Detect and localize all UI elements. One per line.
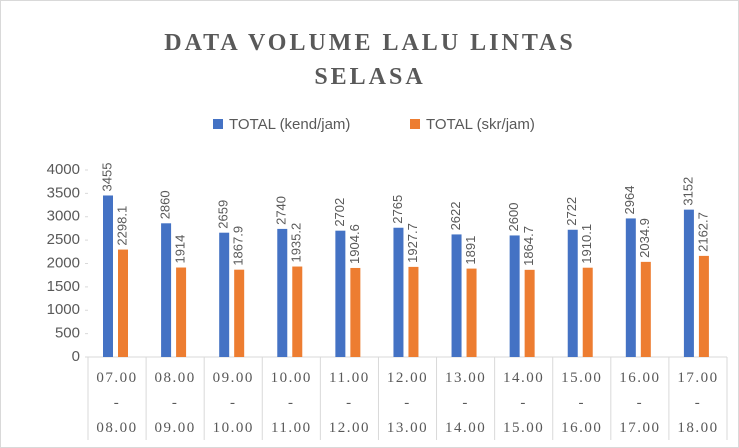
x-tick-label: 09.00 - 10.00 xyxy=(212,370,254,436)
legend-swatch xyxy=(410,119,420,129)
data-label: 1927.7 xyxy=(405,223,420,263)
bar xyxy=(161,223,172,357)
bar xyxy=(393,227,404,357)
bar xyxy=(640,261,651,357)
bar xyxy=(350,267,361,357)
bar xyxy=(698,255,709,357)
bar xyxy=(103,195,113,357)
bar xyxy=(234,269,245,357)
y-tick-label: 2000 xyxy=(47,254,80,271)
data-label: 1935.2 xyxy=(289,223,304,263)
data-label: 1867.9 xyxy=(231,226,246,266)
bar xyxy=(292,266,303,357)
y-tick-label: 1500 xyxy=(47,278,80,295)
bar xyxy=(582,267,593,357)
data-label: 3455 xyxy=(99,163,114,192)
legend-swatch xyxy=(213,119,223,129)
bar xyxy=(408,266,419,357)
x-tick-label: 12.00 - 13.00 xyxy=(386,370,429,436)
data-label: 1910.1 xyxy=(579,224,594,264)
bar xyxy=(451,234,462,357)
x-tick-label: 07.00 - 08.00 xyxy=(96,370,138,436)
bar xyxy=(524,269,535,357)
x-tick-label: 08.00 - 09.00 xyxy=(154,370,196,436)
bar xyxy=(509,235,520,357)
data-label: 2702 xyxy=(332,198,347,227)
y-tick-label: 3000 xyxy=(47,208,80,225)
data-label: 2034.9 xyxy=(637,218,652,258)
data-label: 1891 xyxy=(463,236,478,265)
bar xyxy=(625,218,636,357)
data-label: 1914 xyxy=(173,235,188,264)
data-label: 1904.6 xyxy=(347,224,362,264)
bar xyxy=(335,230,346,357)
legend-label: TOTAL (skr/jam) xyxy=(426,116,535,133)
y-tick-label: 3500 xyxy=(47,184,80,201)
x-tick-label: 14.00 - 15.00 xyxy=(503,370,545,436)
y-tick-label: 0 xyxy=(72,348,80,365)
y-tick-label: 2500 xyxy=(47,231,80,248)
x-tick-label: 16.00 - 17.00 xyxy=(619,370,661,436)
data-label: 2298.1 xyxy=(114,206,129,246)
x-tick-label: 13.00 - 14.00 xyxy=(444,370,487,436)
x-tick-label: 15.00 - 16.00 xyxy=(561,370,603,436)
data-label: 1864.7 xyxy=(521,226,536,266)
x-tick-label: 11.00 - 12.00 xyxy=(328,370,371,436)
y-tick-label: 1000 xyxy=(47,301,80,318)
data-label: 3152 xyxy=(680,177,695,206)
bar xyxy=(277,228,288,357)
legend-label: TOTAL (kend/jam) xyxy=(229,116,350,133)
data-label: 2659 xyxy=(216,200,231,229)
data-label: 2722 xyxy=(564,197,579,226)
data-label: 2860 xyxy=(158,190,173,219)
data-label: 2740 xyxy=(274,196,289,225)
bar xyxy=(567,229,578,357)
data-label: 2765 xyxy=(390,195,405,224)
data-label: 2162.7 xyxy=(695,212,710,252)
y-tick-label: 4000 xyxy=(47,161,80,178)
data-label: 2600 xyxy=(506,203,521,232)
bar xyxy=(466,268,477,357)
bar xyxy=(176,267,187,357)
bar xyxy=(683,209,694,357)
bar xyxy=(219,232,230,357)
bar xyxy=(118,249,128,357)
data-label: 2622 xyxy=(448,201,463,230)
data-label: 2964 xyxy=(622,186,637,215)
x-tick-label: 10.00 - 11.00 xyxy=(270,370,312,436)
x-tick-label: 17.00 - 18.00 xyxy=(677,370,719,436)
chart-title: DATA VOLUME LALU LINTAS SELASA xyxy=(164,30,576,90)
y-tick-label: 500 xyxy=(55,325,80,342)
